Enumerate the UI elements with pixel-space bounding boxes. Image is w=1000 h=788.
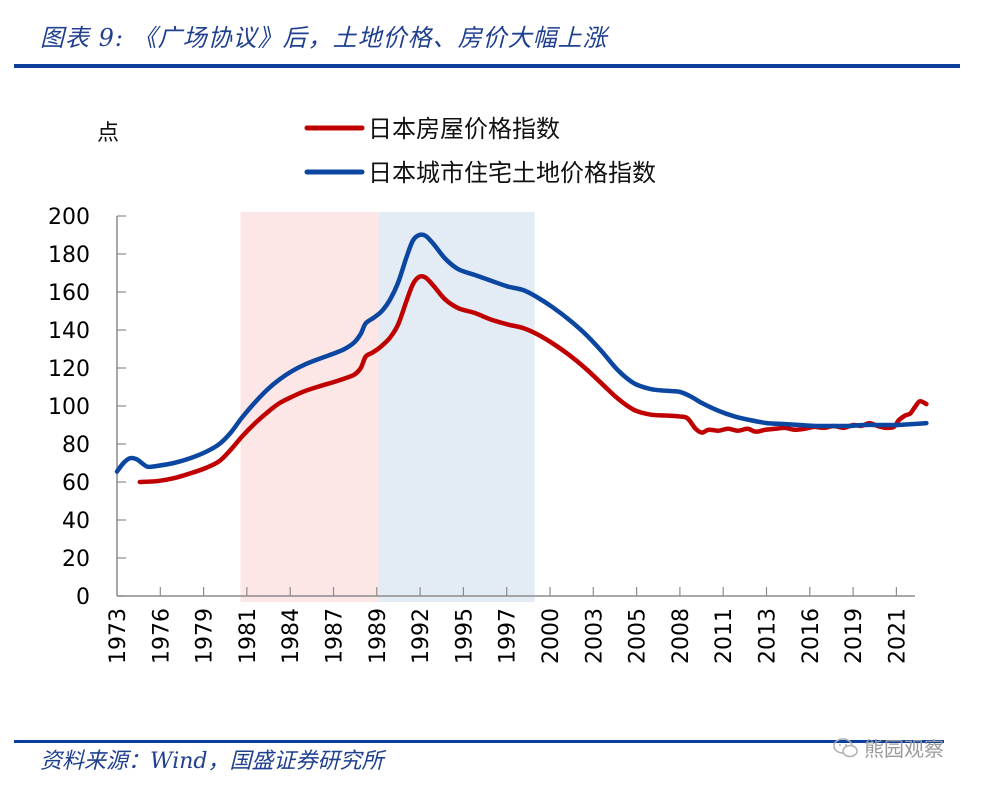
y-tick-label: 120 — [48, 357, 90, 382]
y-tick-label: 140 — [48, 319, 90, 344]
x-tick-label: 1997 — [496, 608, 521, 664]
x-tick-label: 2021 — [885, 608, 910, 664]
x-tick-label: 2008 — [669, 608, 694, 664]
source-note: 资料来源：Wind，国盛证券研究所 — [40, 749, 384, 774]
y-tick-label: 100 — [48, 395, 90, 420]
x-tick-label: 1979 — [193, 608, 218, 664]
footer-divider — [14, 740, 944, 743]
tick-labels: 0 20 40 60 80 100 120 140 160 180 200 1973 1976 1979 1… — [48, 205, 910, 664]
y-axis-unit-label: 点 — [97, 121, 119, 146]
axes — [116, 215, 915, 597]
x-tick-label: 2016 — [799, 608, 824, 664]
y-tick-label: 60 — [62, 471, 90, 496]
y-tick-label: 200 — [48, 205, 90, 230]
x-tick-label: 2003 — [582, 608, 607, 664]
shaded-region-2 — [378, 212, 535, 602]
y-tick-label: 180 — [48, 243, 90, 268]
x-tick-label: 1989 — [366, 608, 391, 664]
series-lines — [114, 232, 929, 485]
y-tick-label: 0 — [76, 585, 90, 610]
x-tick-label: 2019 — [842, 608, 867, 664]
x-tick-label: 1992 — [409, 608, 434, 664]
x-tick-label: 2011 — [712, 608, 737, 664]
watermark: 熊园观察 — [832, 733, 944, 762]
y-tick-label: 20 — [62, 547, 90, 572]
x-tick-label: 1987 — [323, 608, 348, 664]
series-line-2 — [114, 232, 929, 474]
x-tick-label: 2000 — [539, 608, 564, 664]
y-tick-label: 80 — [62, 433, 90, 458]
legend-label-1: 日本房屋价格指数 — [368, 115, 560, 143]
shaded-regions — [240, 212, 535, 602]
watermark-text: 熊园观察 — [864, 737, 944, 761]
x-tick-label: 2005 — [626, 608, 651, 664]
x-tick-label: 1976 — [149, 608, 174, 664]
x-tick-label: 1984 — [279, 608, 304, 664]
shaded-region-1 — [240, 212, 379, 602]
x-tick-label: 1995 — [452, 608, 477, 664]
legend-label-2: 日本城市住宅土地价格指数 — [368, 159, 656, 187]
title-divider — [14, 64, 960, 68]
x-tick-label: 1981 — [236, 608, 261, 664]
y-tick-label: 40 — [62, 509, 90, 534]
y-tick-label: 160 — [48, 281, 90, 306]
x-tick-label: 2013 — [756, 608, 781, 664]
chart-title: 图表 9: 《广场协议》后，土地价格、房价大幅上涨 — [40, 24, 608, 52]
x-tick-label: 1973 — [106, 608, 131, 664]
wechat-icon — [833, 737, 858, 757]
